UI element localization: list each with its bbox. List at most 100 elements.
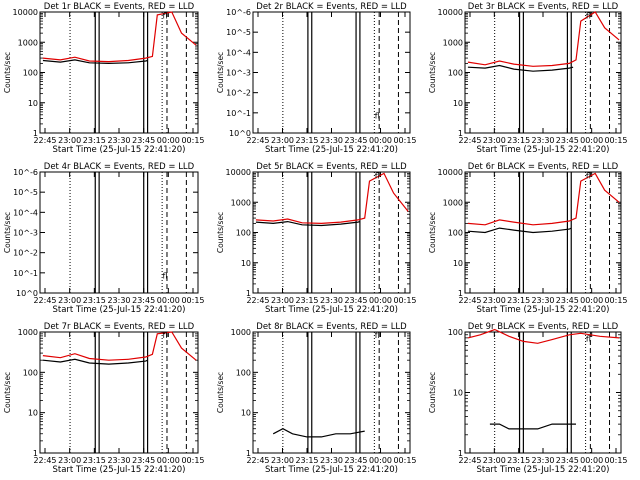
panel-title: Det 1r BLACK = Events, RED = LLD (44, 2, 195, 12)
y-tick-label: 1 (458, 449, 463, 458)
y-tick-label: 10^-6 (226, 8, 251, 17)
x-tick-label: 22:45 (458, 456, 481, 465)
series-line-2 (467, 172, 620, 226)
x-axis-label: Start Time (25-Jul-15 22:41:20) (477, 145, 610, 155)
x-tick-label: 00:15 (393, 296, 416, 305)
x-tick-label: 22:45 (246, 136, 269, 145)
y-axis-label: Counts/sec (216, 212, 225, 253)
x-tick-label: 00:00 (369, 296, 392, 305)
plot-frame (464, 11, 622, 134)
y-tick-label: 10^-2 (13, 249, 38, 258)
y-tick-label: 10 (453, 99, 463, 108)
y-tick-label: 10^-2 (226, 89, 251, 98)
x-tick-label: 00:15 (393, 456, 416, 465)
series-line-2 (467, 328, 620, 344)
x-tick-label: 23:15 (295, 456, 318, 465)
panel-6: Det 6r BLACK = Events, RED = LLD 1 10 100 10… (428, 162, 628, 315)
panel-1: Det 1r BLACK = Events, RED = LLD 1 10 100 10… (3, 2, 205, 155)
x-tick-label: 23:00 (58, 136, 81, 145)
y-tick-label: 100 (448, 328, 463, 337)
y-axis-label: Counts/sec (216, 52, 225, 93)
y-tick-label: 10000 (13, 8, 38, 17)
y-axis-label: Counts/sec (3, 212, 12, 253)
panel-title: Det 5r BLACK = Events, RED = LLD (256, 162, 407, 172)
x-tick-label: 23:00 (58, 296, 81, 305)
y-axis-label: Counts/sec (428, 372, 437, 413)
series-line-2 (42, 11, 197, 63)
x-tick-label: 23:30 (320, 136, 343, 145)
x-axis-label: Start Time (25-Jul-15 22:41:20) (477, 305, 610, 315)
y-axis-label: Counts/sec (428, 212, 437, 253)
x-tick-label: 00:15 (604, 456, 627, 465)
y-tick-label: 10^0 (16, 289, 38, 298)
y-tick-label: 100 (236, 368, 251, 377)
x-tick-label: 23:15 (507, 296, 530, 305)
y-tick-label: 1000 (18, 328, 38, 337)
x-axis-label: Start Time (25-Jul-15 22:41:20) (53, 305, 186, 315)
annotation: fl (586, 12, 591, 21)
panel-title: Det 9r BLACK = Events, RED = LLD (468, 322, 619, 332)
x-tick-label: 23:45 (132, 296, 155, 305)
y-tick-label: 10^-1 (226, 109, 251, 118)
plot-frame (252, 11, 411, 134)
panel-title: Det 2r BLACK = Events, RED = LLD (256, 2, 407, 12)
series-line-2 (42, 331, 197, 361)
panel-3: Det 3r BLACK = Events, RED = LLD 1 10 100 10… (428, 2, 628, 155)
x-tick-label: 23:30 (107, 456, 130, 465)
x-tick-label: 23:00 (271, 296, 294, 305)
panel-9: Det 9r BLACK = Events, RED = LLD 1 10 100 22… (428, 322, 628, 475)
x-tick-label: 23:00 (271, 456, 294, 465)
annotation: fl (375, 172, 380, 181)
y-tick-label: 1000 (231, 198, 251, 207)
y-axis-label: Counts/sec (3, 372, 12, 413)
x-tick-label: 23:45 (556, 136, 579, 145)
x-axis-label: Start Time (25-Jul-15 22:41:20) (265, 465, 398, 475)
y-tick-label: 10000 (438, 168, 463, 177)
y-tick-label: 1000 (443, 198, 463, 207)
x-tick-label: 00:15 (181, 296, 204, 305)
y-tick-label: 10^-3 (226, 69, 251, 78)
x-tick-label: 22:45 (33, 456, 56, 465)
panel-title: Det 3r BLACK = Events, RED = LLD (468, 2, 619, 12)
x-tick-label: 23:45 (132, 456, 155, 465)
y-tick-label: 1000 (443, 38, 463, 47)
y-tick-label: 10^-6 (13, 168, 38, 177)
x-tick-label: 23:30 (107, 296, 130, 305)
x-tick-label: 23:00 (271, 136, 294, 145)
annotation: fl (586, 334, 591, 343)
x-tick-label: 23:30 (531, 136, 554, 145)
y-tick-label: 100 (448, 229, 463, 238)
y-tick-label: 10 (241, 409, 251, 418)
panel-8: Det 8r BLACK = Events, RED = LLD 1 10 100 10… (216, 322, 417, 475)
y-tick-label: 10 (453, 259, 463, 268)
y-tick-label: 10^-4 (226, 48, 251, 57)
panel-title: Det 8r BLACK = Events, RED = LLD (256, 322, 407, 332)
x-tick-label: 00:00 (580, 296, 603, 305)
x-tick-label: 22:45 (33, 136, 56, 145)
x-tick-label: 23:15 (295, 296, 318, 305)
y-tick-label: 10 (28, 99, 38, 108)
series-line-1 (272, 428, 365, 438)
y-tick-label: 10^-5 (13, 188, 38, 197)
y-tick-label: 10 (28, 409, 38, 418)
x-tick-label: 22:45 (458, 136, 481, 145)
x-tick-label: 22:45 (33, 296, 56, 305)
y-tick-label: 1 (33, 449, 38, 458)
x-tick-label: 23:45 (344, 456, 367, 465)
x-tick-label: 00:15 (181, 456, 204, 465)
x-tick-label: 23:45 (344, 296, 367, 305)
y-tick-label: 10 (453, 389, 463, 398)
x-tick-label: 00:00 (580, 136, 603, 145)
x-tick-label: 00:00 (157, 456, 180, 465)
y-tick-label: 10000 (438, 8, 463, 17)
x-tick-label: 23:00 (483, 296, 506, 305)
y-tick-label: 10^-4 (13, 208, 38, 217)
y-tick-label: 10000 (226, 168, 251, 177)
annotation: fl (163, 331, 168, 340)
plot-frame (464, 331, 622, 454)
y-tick-label: 1 (246, 449, 251, 458)
annotation: fl (163, 272, 168, 281)
panel-7: Det 7r BLACK = Events, RED = LLD 1 10 100 10… (3, 322, 205, 475)
